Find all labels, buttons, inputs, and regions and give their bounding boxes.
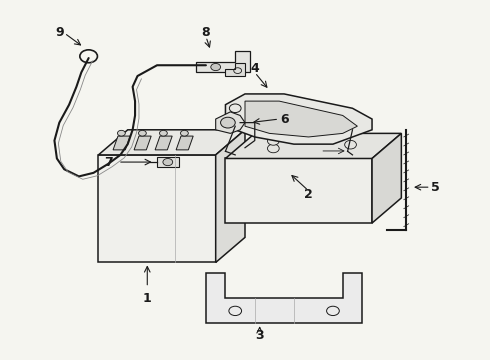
- Polygon shape: [134, 136, 151, 150]
- Polygon shape: [225, 94, 372, 144]
- Polygon shape: [372, 134, 401, 223]
- Text: 3: 3: [255, 329, 264, 342]
- Circle shape: [118, 130, 125, 136]
- Text: 7: 7: [104, 156, 113, 168]
- Polygon shape: [216, 130, 245, 262]
- Circle shape: [327, 306, 339, 316]
- Polygon shape: [216, 112, 245, 134]
- Polygon shape: [245, 101, 357, 137]
- Circle shape: [139, 130, 147, 136]
- Text: 9: 9: [55, 27, 64, 40]
- Circle shape: [229, 104, 241, 113]
- Text: 2: 2: [304, 188, 313, 201]
- Polygon shape: [155, 136, 172, 150]
- Polygon shape: [225, 158, 372, 223]
- Polygon shape: [176, 136, 193, 150]
- Text: 5: 5: [431, 181, 440, 194]
- Text: 4: 4: [250, 62, 259, 75]
- Circle shape: [180, 130, 188, 136]
- Polygon shape: [225, 63, 245, 76]
- Polygon shape: [196, 51, 250, 72]
- Circle shape: [229, 306, 242, 316]
- Text: 8: 8: [201, 27, 210, 40]
- Polygon shape: [225, 134, 401, 158]
- Circle shape: [268, 136, 279, 145]
- Polygon shape: [98, 130, 245, 155]
- Text: 6: 6: [280, 113, 289, 126]
- Circle shape: [163, 158, 172, 166]
- Circle shape: [211, 63, 220, 71]
- Circle shape: [220, 117, 235, 128]
- Polygon shape: [157, 157, 179, 167]
- Polygon shape: [206, 273, 362, 323]
- Circle shape: [159, 130, 167, 136]
- Polygon shape: [98, 155, 216, 262]
- Circle shape: [268, 144, 279, 153]
- Circle shape: [344, 140, 356, 149]
- Polygon shape: [113, 136, 130, 150]
- Text: 1: 1: [143, 292, 151, 305]
